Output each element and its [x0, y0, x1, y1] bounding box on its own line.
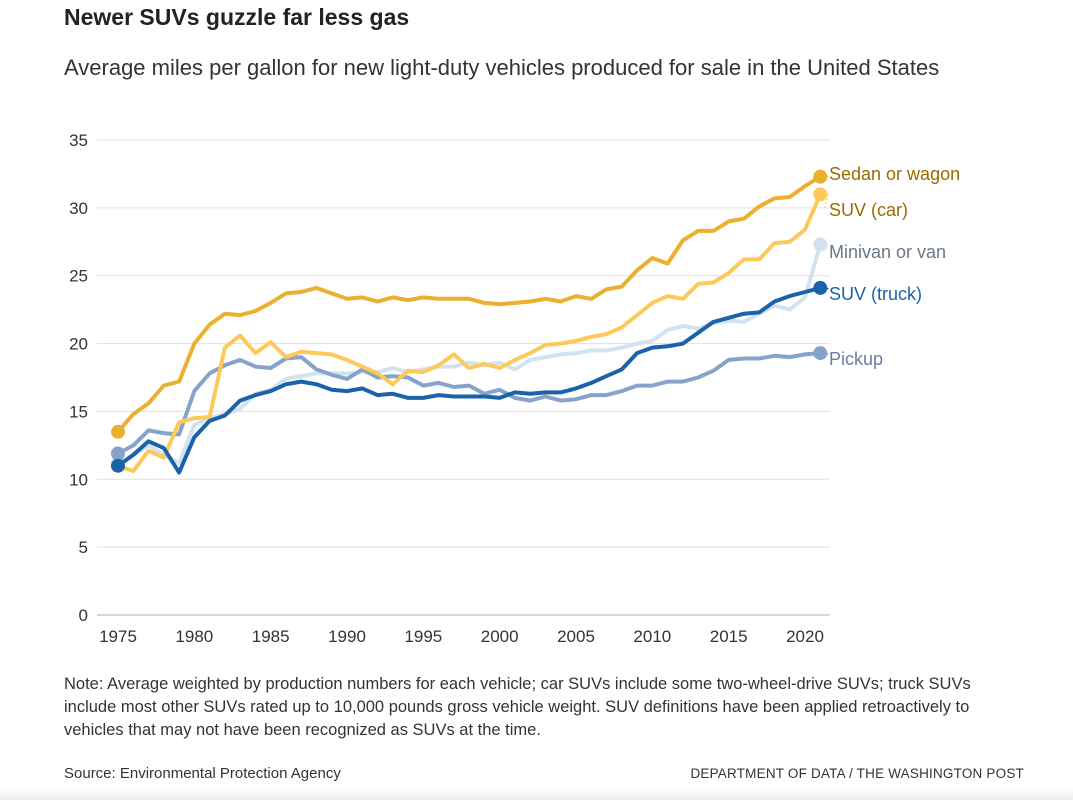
series-line-sedan-or-wagon [116, 174, 822, 434]
y-tick-label: 30 [69, 199, 88, 218]
y-tick-label: 25 [69, 267, 88, 286]
bottom-fade [0, 786, 1073, 800]
series-start-point-sedan-or-wagon [111, 424, 125, 439]
x-tick-label: 2005 [557, 627, 595, 646]
chart-source: Source: Environmental Protection Agency [64, 765, 341, 782]
series-end-point-suv-truck [813, 280, 828, 295]
chart-note: Note: Average weighted by production num… [64, 675, 971, 739]
chart-subtitle: Average miles per gallon for new light-d… [64, 55, 940, 80]
label-leader-suv-truck [823, 287, 829, 295]
series-label-suv-car: SUV (car) [829, 200, 908, 220]
chart-title: Newer SUVs guzzle far less gas [64, 4, 410, 30]
series-start-point-suv-truck [111, 458, 125, 473]
x-tick-label: 2000 [481, 627, 519, 646]
chart-credit: DEPARTMENT OF DATA / THE WASHINGTON POST [690, 766, 1024, 781]
label-leader-sedan-or-wagon [823, 173, 829, 178]
label-leader-minivan-or-van [823, 244, 829, 253]
x-tick-label: 1990 [328, 627, 366, 646]
x-tick-label: 1980 [175, 627, 213, 646]
series-end-point-minivan-or-van [813, 237, 828, 252]
y-tick-label: 15 [69, 402, 88, 421]
y-tick-label: 0 [79, 606, 88, 625]
y-tick-label: 20 [69, 335, 88, 354]
series-line-suv-truck [116, 285, 821, 475]
series-end-point-suv-car [813, 187, 828, 202]
x-tick-label: 1985 [252, 627, 290, 646]
x-tick-label: 2020 [786, 627, 824, 646]
series-end-point-sedan-or-wagon [813, 169, 828, 184]
series-label-pickup: Pickup [829, 349, 883, 369]
label-leader-suv-car [823, 194, 829, 211]
y-tick-label: 35 [69, 131, 88, 150]
series-line-pickup [117, 351, 821, 456]
series-start-point-pickup [111, 446, 125, 461]
label-leader-pickup [823, 352, 829, 360]
x-tick-label: 2010 [633, 627, 671, 646]
series-label-sedan-or-wagon: Sedan or wagon [829, 164, 960, 184]
x-tick-label: 1995 [404, 627, 442, 646]
series-label-minivan-or-van: Minivan or van [829, 242, 946, 262]
y-tick-label: 10 [69, 470, 88, 489]
line-chart: 0 5 10 15 20 25 30 35 1975 1980 1985 1990 1995 2000 20… [69, 131, 960, 646]
x-tick-label: 2015 [710, 627, 748, 646]
series-label-suv-truck: SUV (truck) [829, 284, 922, 304]
series-line-suv-car [117, 193, 823, 474]
y-tick-label: 5 [79, 538, 88, 557]
x-tick-label: 1975 [99, 627, 137, 646]
series-end-point-pickup [813, 346, 828, 361]
